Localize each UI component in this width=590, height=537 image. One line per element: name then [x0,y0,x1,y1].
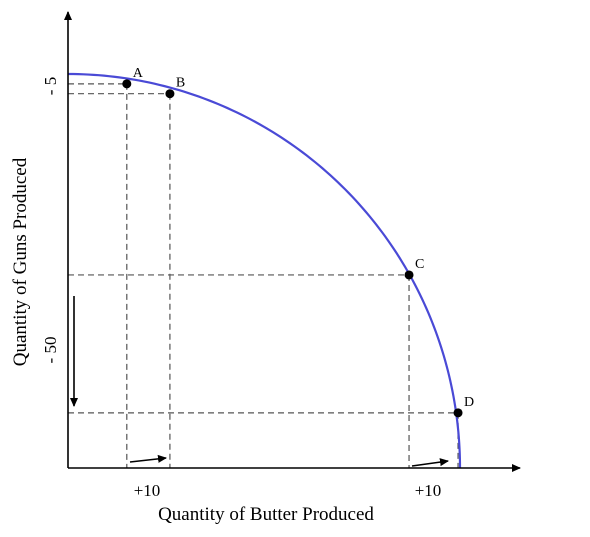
butter-change-label-left: +10 [134,481,161,500]
point-d [453,408,463,418]
point-markers: A B C D [122,66,474,418]
point-c [404,270,414,280]
x-axis-title: Quantity of Butter Produced [158,504,374,525]
point-label-d: D [464,395,474,410]
point-b [165,89,175,99]
butter-change-label-right: +10 [415,481,442,500]
guns-small-change-label: - 5 [41,77,60,95]
guide-lines [68,83,459,468]
point-label-b: B [176,76,185,91]
butter-increase-arrow-left [129,454,167,463]
point-a [122,79,132,89]
ppf-curve [67,72,462,469]
y-axis-title: Quantity of Guns Produced [10,157,31,366]
butter-increase-arrow-right [411,458,449,467]
point-label-a: A [133,66,144,81]
guns-large-change-label: - 50 [41,337,60,364]
point-label-c: C [415,257,424,272]
